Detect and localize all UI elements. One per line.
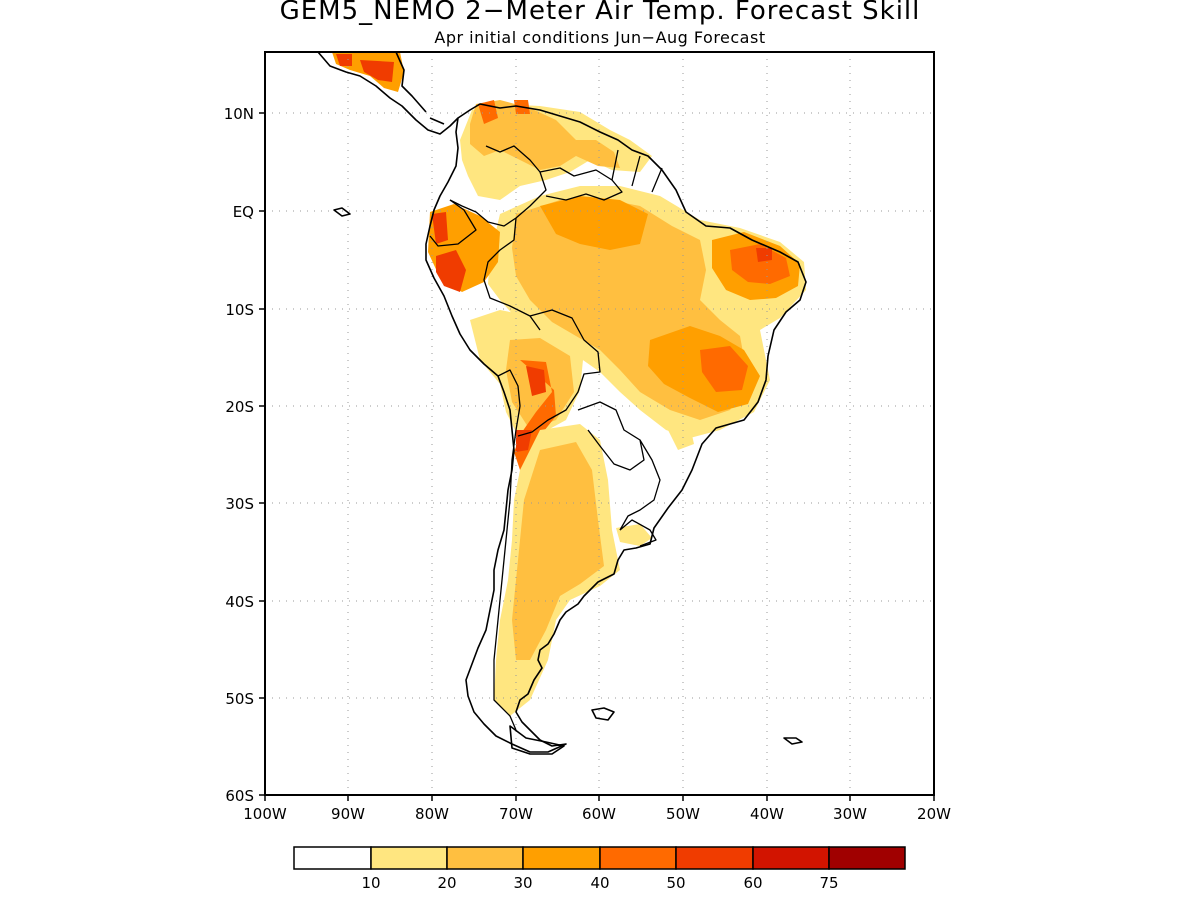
colorbar: 10 20 30 40 50 60 75 xyxy=(293,846,906,892)
border-brazil-argentina xyxy=(619,439,661,531)
border-bolivia xyxy=(517,309,601,437)
shade-peru-hot xyxy=(432,212,466,292)
map-subtitle: Apr initial conditions Jun−Aug Forecast xyxy=(434,28,766,47)
lon-label-90w: 90W xyxy=(331,805,365,823)
lat-label-60s: 60S xyxy=(225,787,254,805)
lon-label-40w: 40W xyxy=(750,805,784,823)
border-venezuela xyxy=(539,167,623,201)
coastline-central-america xyxy=(317,52,459,135)
shade-central-america-core xyxy=(336,54,394,82)
border-paraguay xyxy=(577,401,645,471)
shade-north-sa-mid xyxy=(470,100,620,170)
lon-label-70w: 70W xyxy=(499,805,533,823)
lat-label-40s: 40S xyxy=(225,593,254,611)
colorbar-label-60: 60 xyxy=(743,874,762,892)
lat-label-10s: 10S xyxy=(225,301,254,319)
coastline-tierra-del-fuego xyxy=(509,725,565,755)
colorbar-label-20: 20 xyxy=(437,874,456,892)
colorbar-label-40: 40 xyxy=(590,874,609,892)
coastline-south-georgia xyxy=(783,737,803,745)
lat-label-30s: 30S xyxy=(225,495,254,513)
border-peru-chile xyxy=(497,369,521,431)
border-colombia xyxy=(449,145,547,227)
colorbar-label-30: 30 xyxy=(513,874,532,892)
lat-label-50s: 50S xyxy=(225,690,254,708)
shade-ne-brazil-max xyxy=(756,248,772,262)
colorbar-swatch-2 xyxy=(446,846,524,870)
coastline-south-america xyxy=(425,103,807,753)
colorbar-swatch-0 xyxy=(293,846,372,870)
lat-label-10n: 10N xyxy=(224,105,254,123)
shade-uruguay xyxy=(616,426,694,546)
border-ecuador xyxy=(429,199,477,247)
lon-label-100w: 100W xyxy=(243,805,287,823)
colorbar-swatch-4 xyxy=(599,846,677,870)
lat-label-eq: EQ xyxy=(233,203,254,221)
colorbar-swatch-7 xyxy=(828,846,906,870)
coastlines xyxy=(317,52,807,755)
border-uruguay xyxy=(619,519,657,547)
shade-altiplano-core xyxy=(516,366,546,452)
colorbar-label-10: 10 xyxy=(361,874,380,892)
lon-labels: 100W 90W 80W 70W 60W 50W 40W 30W 20W xyxy=(243,805,951,823)
colorbar-label-50: 50 xyxy=(666,874,685,892)
coastline-falklands xyxy=(591,707,615,721)
colorbar-swatch-3 xyxy=(522,846,601,870)
border-chile-argentina xyxy=(493,429,517,731)
colorbar-swatch-1 xyxy=(370,846,448,870)
lon-label-60w: 60W xyxy=(582,805,616,823)
colorbar-swatch-6 xyxy=(752,846,830,870)
shade-argentina-mid xyxy=(512,442,604,660)
shade-north-brazil xyxy=(540,196,648,250)
border-guyanas xyxy=(611,149,663,193)
lon-label-50w: 50W xyxy=(666,805,700,823)
axis-ticks xyxy=(259,112,935,801)
lat-lon-grid xyxy=(265,52,934,795)
lon-label-20w: 20W xyxy=(917,805,951,823)
country-borders xyxy=(429,145,663,731)
map-title: GEM5_NEMO 2−Meter Air Temp. Forecast Ski… xyxy=(279,0,921,26)
colorbar-label-75: 75 xyxy=(819,874,838,892)
skill-shading xyxy=(332,52,806,716)
shade-central-brazil-core xyxy=(700,346,748,392)
coastline-galapagos xyxy=(333,207,351,217)
colorbar-swatch-5 xyxy=(675,846,754,870)
border-peru-brazil xyxy=(483,217,541,331)
lon-label-80w: 80W xyxy=(415,805,449,823)
lat-labels: 10N EQ 10S 20S 30S 40S 50S 60S xyxy=(224,105,254,805)
lat-label-20s: 20S xyxy=(225,398,254,416)
shade-ne-brazil-core xyxy=(730,244,790,284)
lon-label-30w: 30W xyxy=(833,805,867,823)
